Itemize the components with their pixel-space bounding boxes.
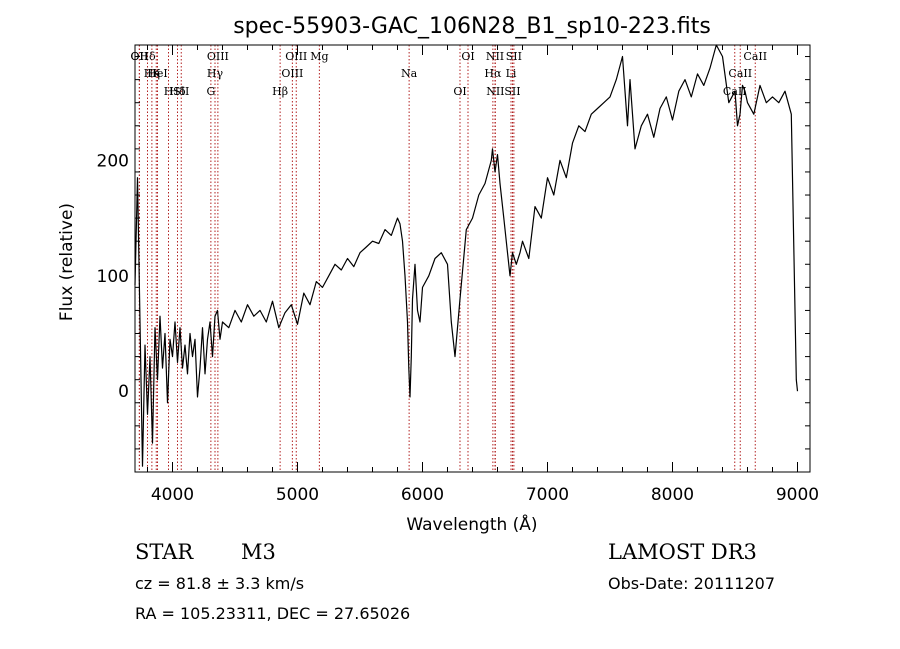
spectral-line-label: SII xyxy=(504,85,520,98)
spectral-line-label: Hη xyxy=(144,67,160,80)
x-tick-label: 8000 xyxy=(651,485,694,505)
object-type: STAR xyxy=(135,540,194,564)
spectral-line-label: SII xyxy=(173,85,189,98)
x-tick-label: 7000 xyxy=(526,485,569,505)
coordinates: RA = 105.23311, DEC = 27.65026 xyxy=(135,604,411,623)
spectral-line-label: OII xyxy=(131,50,149,63)
object-subclass: M3 xyxy=(241,540,276,564)
y-tick-label: 100 xyxy=(97,267,129,287)
spectral-line-label: K xyxy=(152,67,161,80)
spectral-line-label: NII xyxy=(486,85,504,98)
spectral-line-label: OI xyxy=(453,85,466,98)
spectral-line-label: CaII xyxy=(723,85,747,98)
spectral-line-label: Hδ xyxy=(169,85,186,98)
x-axis-ticks: 4000 5000 6000 7000 8000 9000 xyxy=(147,45,819,505)
spectral-line-label: OI xyxy=(461,50,474,63)
survey-name: LAMOST DR3 xyxy=(608,540,757,564)
redshift-velocity: cz = 81.8 ± 3.3 km/s xyxy=(135,574,305,593)
spectral-line-label: H xyxy=(164,85,174,98)
spectral-line-labels: HδKHδOIIHeISIIOIIHηHOIIIHγGOIIIOIIIHβMgN… xyxy=(131,50,768,98)
spectral-line-label: G xyxy=(206,85,215,98)
x-tick-label: 6000 xyxy=(401,485,444,505)
spectral-line-label: Li xyxy=(506,67,517,80)
x-tick-label: 9000 xyxy=(776,485,819,505)
flux-series xyxy=(134,44,799,467)
spectral-line-label: OIII xyxy=(207,50,229,63)
spectral-line-label: Na xyxy=(401,67,418,80)
spectral-line-label: OIII xyxy=(285,50,307,63)
flux-line xyxy=(134,44,799,467)
x-tick-label: 4000 xyxy=(151,485,194,505)
y-tick-label: 200 xyxy=(97,151,129,171)
spectral-line-label: Hα xyxy=(484,67,502,80)
spectral-line-label: Mg xyxy=(310,50,328,63)
x-tick-label: 5000 xyxy=(276,485,319,505)
spectral-line-label: CaII xyxy=(743,50,767,63)
spectral-line-label: Hδ xyxy=(139,50,156,63)
spectral-line-label: CaII xyxy=(728,67,752,80)
spectral-line-label: Hβ xyxy=(272,85,288,98)
spectral-line-label: HeI xyxy=(147,67,167,80)
spectral-line-label: SII xyxy=(506,50,522,63)
spectral-line-label: OIII xyxy=(281,67,303,80)
plot-frame xyxy=(134,44,811,473)
spectral-line-label: OII xyxy=(131,50,149,63)
y-tick-label: 0 xyxy=(118,382,129,402)
spectral-line-markers xyxy=(138,45,756,472)
chart-title: spec-55903-GAC_106N28_B1_sp10-223.fits xyxy=(233,14,711,39)
y-axis-label: Flux (relative) xyxy=(57,203,77,321)
observation-date: Obs-Date: 20111207 xyxy=(608,574,776,593)
x-axis-label: Wavelength (Å) xyxy=(406,513,537,535)
spectral-line-label: NII xyxy=(486,50,504,63)
y-axis-ticks: 0 100 200 xyxy=(97,56,810,450)
spectral-line-label: Hγ xyxy=(207,67,224,80)
